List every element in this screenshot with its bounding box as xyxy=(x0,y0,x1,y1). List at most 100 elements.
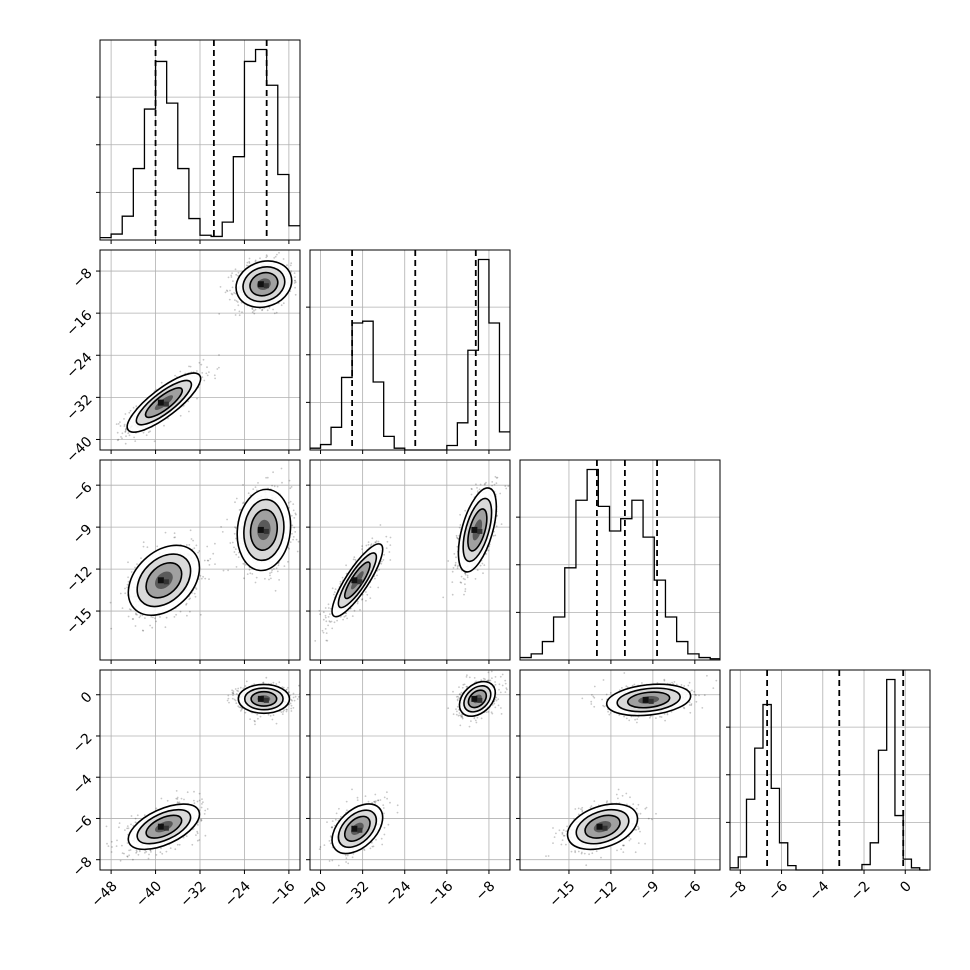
panel-frame xyxy=(99,459,301,661)
sample-point xyxy=(135,612,137,615)
sample-point xyxy=(359,609,361,611)
sample-point xyxy=(230,292,233,295)
density-peak xyxy=(257,526,264,533)
sample-point xyxy=(295,513,297,516)
sample-point xyxy=(233,532,236,535)
sample-point xyxy=(126,842,129,844)
sample-point xyxy=(251,573,254,575)
sample-point xyxy=(377,540,380,543)
sample-point xyxy=(123,418,125,420)
sample-point xyxy=(234,548,237,550)
sample-point xyxy=(292,509,295,512)
sample-point xyxy=(251,308,254,311)
sample-point xyxy=(142,541,145,544)
sample-point xyxy=(290,486,293,488)
sample-point xyxy=(200,818,202,821)
sample-point xyxy=(178,801,181,804)
sample-point xyxy=(294,279,296,282)
sample-point xyxy=(175,790,178,792)
sample-point xyxy=(134,566,136,569)
sample-point xyxy=(248,568,251,571)
sample-point xyxy=(163,424,165,427)
sample-point xyxy=(203,379,206,382)
sample-point xyxy=(484,482,486,485)
sample-point xyxy=(334,588,337,591)
sample-point xyxy=(156,545,159,548)
sample-point xyxy=(235,553,238,556)
sample-point xyxy=(237,556,240,559)
sample-point xyxy=(366,593,369,596)
sample-point xyxy=(196,830,199,833)
sample-point xyxy=(352,558,355,561)
panel-frame xyxy=(309,249,511,451)
sample-point xyxy=(370,543,373,545)
sample-point xyxy=(203,813,206,815)
sample-point xyxy=(116,431,119,434)
sample-point xyxy=(272,471,274,474)
sample-point xyxy=(485,481,487,484)
sample-point xyxy=(200,819,203,822)
sample-point xyxy=(198,361,201,364)
sample-point xyxy=(282,302,285,305)
sample-point xyxy=(389,559,392,561)
sample-point xyxy=(342,618,344,621)
sample-point xyxy=(201,803,203,805)
sample-point xyxy=(231,293,234,296)
sample-point xyxy=(124,431,127,433)
sample-point xyxy=(165,616,168,619)
sample-point xyxy=(202,575,205,578)
sample-point xyxy=(198,839,201,841)
sample-point xyxy=(471,488,473,490)
sample-point xyxy=(254,259,257,262)
sample-point xyxy=(173,532,176,535)
sample-point xyxy=(292,536,295,538)
sample-point xyxy=(234,526,236,529)
sample-point xyxy=(447,560,450,562)
sample-point xyxy=(206,374,209,377)
sample-point xyxy=(328,613,331,615)
sample-point xyxy=(208,564,211,566)
sample-point xyxy=(200,363,203,366)
sample-point xyxy=(111,846,113,848)
sample-point xyxy=(109,601,112,604)
sample-point xyxy=(500,523,503,525)
sample-point xyxy=(188,544,191,546)
sample-point xyxy=(236,301,239,303)
sample-point xyxy=(165,850,168,853)
sample-point xyxy=(208,371,210,373)
sample-point xyxy=(125,435,127,438)
sample-point xyxy=(458,526,461,529)
sample-point xyxy=(188,410,190,413)
sample-point xyxy=(126,825,129,827)
sample-point xyxy=(294,512,297,515)
sample-point xyxy=(235,566,238,568)
sample-point xyxy=(129,849,132,851)
sample-point xyxy=(494,534,497,537)
sample-point xyxy=(124,592,127,595)
sample-point xyxy=(179,370,182,373)
sample-point xyxy=(237,274,239,277)
sample-point xyxy=(483,483,486,486)
sample-point xyxy=(495,477,498,479)
sample-point xyxy=(324,607,327,609)
sample-point xyxy=(466,576,469,579)
sample-point xyxy=(199,613,202,616)
sample-point xyxy=(351,615,354,617)
sample-point xyxy=(124,587,126,590)
sample-point xyxy=(476,487,478,489)
sample-point xyxy=(327,607,330,609)
sample-point xyxy=(276,485,279,488)
sample-point xyxy=(353,609,356,612)
sample-point xyxy=(189,365,192,368)
sample-point xyxy=(220,526,223,528)
sample-point xyxy=(499,492,502,495)
sample-point xyxy=(206,545,209,548)
sample-point xyxy=(224,291,227,294)
sample-point xyxy=(242,484,244,486)
density-peak xyxy=(163,579,169,585)
sample-point xyxy=(148,853,150,856)
sample-point xyxy=(324,628,327,630)
sample-point xyxy=(107,845,110,847)
sample-point xyxy=(116,839,118,842)
sample-point xyxy=(164,531,167,534)
